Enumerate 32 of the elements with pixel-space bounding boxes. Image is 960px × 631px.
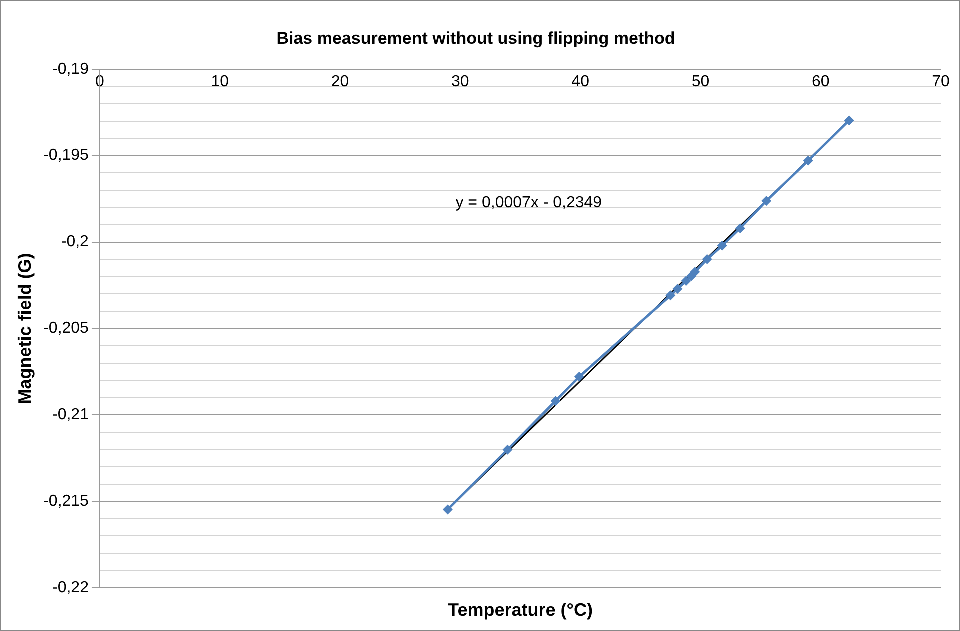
- x-tick-label: 50: [692, 73, 710, 90]
- x-tick-label: 60: [812, 73, 830, 90]
- y-tick-label: -0,21: [52, 406, 90, 424]
- x-tick-label: 40: [572, 73, 590, 90]
- point: [442, 504, 453, 515]
- point: [502, 444, 513, 455]
- chart-title: Bias measurement without using flipping method: [276, 28, 676, 48]
- point: [681, 276, 692, 286]
- point: [574, 372, 584, 382]
- x-tick-label: 10: [211, 73, 230, 90]
- y-tick-label: -0,215: [44, 492, 90, 510]
- point: [666, 290, 676, 301]
- y-tick-label: -0,2: [61, 234, 90, 251]
- point: [735, 223, 746, 234]
- x-tick-label: 30: [452, 73, 470, 90]
- point: [762, 196, 772, 206]
- y-tick-label: -0,22: [52, 579, 90, 596]
- point: [844, 116, 854, 126]
- x-tick-label: 70: [932, 73, 950, 90]
- annotation: y = 0,0007x - 0,2349: [456, 194, 602, 212]
- y-tick-label: -0,195: [44, 147, 90, 164]
- point: [672, 284, 683, 294]
- point: [702, 254, 712, 264]
- point: [690, 267, 700, 278]
- y-axis-title: Magnetic field (G): [14, 253, 35, 404]
- y-tick-label: -0,19: [52, 60, 90, 78]
- point: [717, 240, 728, 251]
- x-tick-label: 20: [331, 73, 350, 90]
- y-tick-label: -0,205: [44, 320, 90, 338]
- x-axis-title: Temperature (°C): [448, 600, 593, 620]
- point: [550, 396, 561, 406]
- point: [803, 156, 814, 166]
